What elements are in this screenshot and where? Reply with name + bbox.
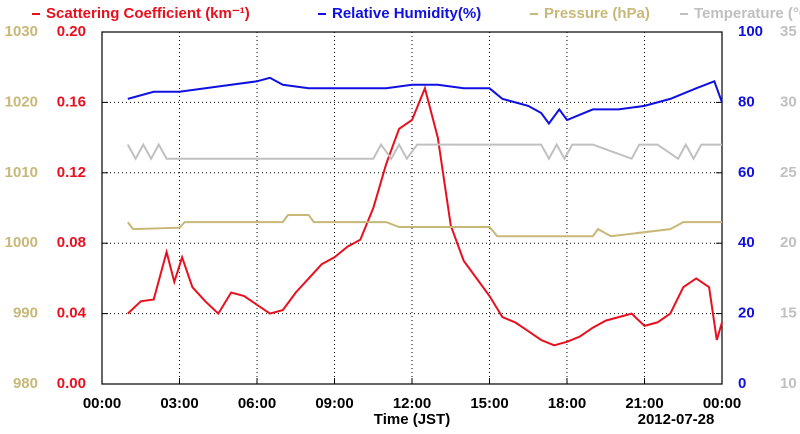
y-tick-label: 60 bbox=[738, 164, 755, 181]
y-tick-label: 0 bbox=[738, 375, 746, 392]
y-tick-label: 0.12 bbox=[57, 164, 86, 181]
y-tick-label: 1030 bbox=[5, 23, 38, 40]
y-tick-label: 0.16 bbox=[57, 93, 86, 110]
y-tick-label: 25 bbox=[780, 164, 797, 181]
y-tick-label: 1000 bbox=[5, 234, 38, 251]
legend-label: Relative Humidity(%) bbox=[332, 5, 481, 22]
y-tick-label: 0.08 bbox=[57, 234, 86, 251]
x-tick-label: 03:00 bbox=[160, 395, 198, 412]
series-line bbox=[127, 85, 723, 347]
series-line bbox=[126, 214, 722, 238]
y-tick-label: 0.00 bbox=[57, 375, 86, 392]
y-tick-label: 100 bbox=[738, 23, 763, 40]
date-annotation: 2012-07-28 bbox=[638, 411, 715, 428]
x-tick-label: 00:00 bbox=[83, 395, 121, 412]
y-tick-label: 990 bbox=[13, 305, 38, 322]
x-tick-label: 12:00 bbox=[393, 395, 431, 412]
x-tick-label: 06:00 bbox=[238, 395, 276, 412]
y-tick-label: 15 bbox=[780, 305, 797, 322]
legend-label: Temperature (°C) bbox=[694, 5, 800, 22]
y-tick-label: 35 bbox=[780, 23, 797, 40]
y-tick-label: 1010 bbox=[5, 164, 38, 181]
y-tick-label: 20 bbox=[738, 305, 755, 322]
y-tick-label: 30 bbox=[780, 93, 797, 110]
x-tick-label: 21:00 bbox=[625, 395, 663, 412]
series-line bbox=[126, 142, 722, 161]
x-tick-label: 15:00 bbox=[470, 395, 508, 412]
y-tick-label: 10 bbox=[780, 375, 797, 392]
x-axis-label: Time (JST) bbox=[374, 411, 450, 428]
y-tick-label: 0.04 bbox=[57, 305, 87, 322]
legend-label: Pressure (hPa) bbox=[544, 5, 650, 22]
x-tick-label: 18:00 bbox=[548, 395, 586, 412]
y-tick-label: 80 bbox=[738, 93, 755, 110]
series-line bbox=[127, 76, 723, 126]
y-tick-label: 980 bbox=[13, 375, 38, 392]
x-tick-label: 09:00 bbox=[315, 395, 353, 412]
y-tick-label: 1020 bbox=[5, 93, 38, 110]
x-tick-label: 00:00 bbox=[703, 395, 741, 412]
legend-label: Scattering Coefficient (km⁻¹) bbox=[46, 5, 250, 22]
y-tick-label: 0.20 bbox=[57, 23, 86, 40]
y-tick-label: 40 bbox=[738, 234, 755, 251]
y-tick-label: 20 bbox=[780, 234, 797, 251]
